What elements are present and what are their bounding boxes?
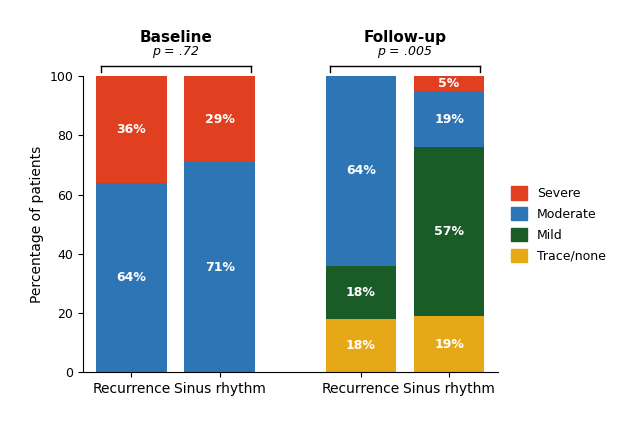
Text: Follow-up: Follow-up [364,30,447,45]
Bar [96,183,167,372]
Text: $p$ = .005: $p$ = .005 [377,44,433,60]
Bar [414,91,484,147]
Bar [184,162,255,372]
Bar [184,76,255,162]
Legend: Severe, Moderate, Mild, Trace/none: Severe, Moderate, Mild, Trace/none [508,184,608,265]
Bar [325,76,396,266]
Text: 64%: 64% [346,165,376,177]
Text: $p$ = .72: $p$ = .72 [152,44,199,60]
Text: 57%: 57% [434,225,464,238]
Text: 5%: 5% [438,77,460,90]
Text: Baseline: Baseline [139,30,212,45]
Bar [414,316,484,372]
Text: 29%: 29% [205,113,235,126]
Bar [414,76,484,91]
Y-axis label: Percentage of patients: Percentage of patients [30,146,44,303]
Text: 71%: 71% [205,261,235,274]
Text: 18%: 18% [346,339,376,352]
Text: 64%: 64% [117,271,146,284]
Text: 19%: 19% [434,113,464,126]
Text: 36%: 36% [117,123,146,136]
Text: 18%: 18% [346,286,376,299]
Bar [325,319,396,372]
Bar [96,76,167,183]
Bar [414,147,484,316]
Text: 19%: 19% [434,338,464,351]
Bar [325,266,396,319]
